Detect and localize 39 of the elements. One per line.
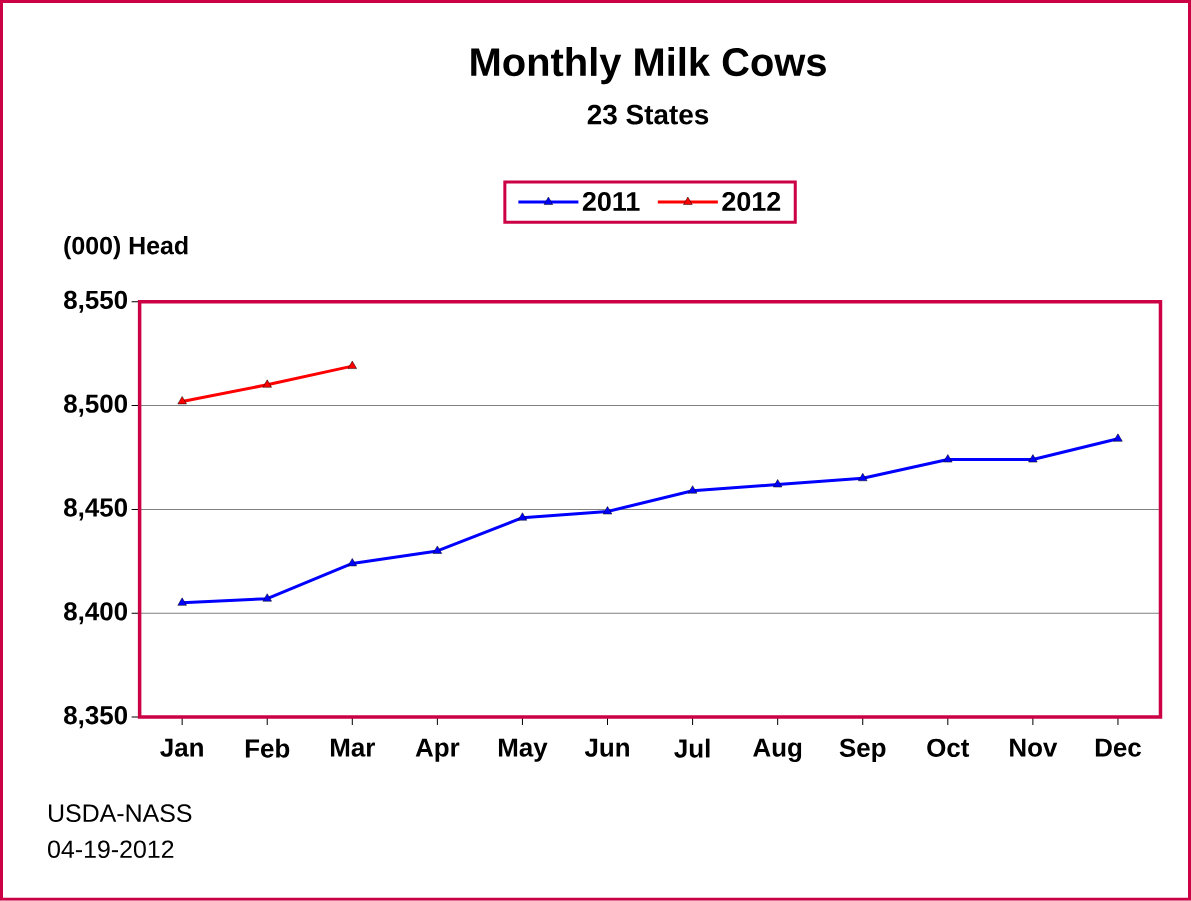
x-tick-label: Jan xyxy=(160,738,203,757)
y-axis-title: (000) Head xyxy=(64,236,188,260)
point xyxy=(177,396,187,405)
text: 04-19-2012 xyxy=(48,840,174,859)
x-tick-label: Dec xyxy=(1095,738,1141,757)
x-tick-label: Nov xyxy=(1010,738,1058,757)
point xyxy=(1028,454,1038,463)
point xyxy=(1113,433,1123,442)
point xyxy=(177,597,187,606)
x-tick-label: Sep xyxy=(839,738,886,763)
y-tick-label: 8,400 xyxy=(64,602,128,625)
point xyxy=(858,473,868,482)
text: USDA-NASS xyxy=(48,804,192,823)
y-tick-label: 8,500 xyxy=(64,394,128,417)
x-tick-label: Apr xyxy=(415,738,460,762)
x-tick-label: Aug xyxy=(753,738,802,763)
chart-title: Monthly Milk Cows xyxy=(471,47,826,85)
point xyxy=(688,485,698,494)
x-tick-label: Mar xyxy=(330,738,375,757)
x-tick-label: Oct xyxy=(927,738,970,758)
y-tick-label: 8,550 xyxy=(64,290,128,313)
y-tick-label: 8,450 xyxy=(64,498,128,521)
point xyxy=(262,593,272,602)
point xyxy=(943,454,953,463)
point xyxy=(432,545,442,554)
legend-label: 2011 xyxy=(582,192,640,212)
point xyxy=(347,360,357,369)
point xyxy=(773,479,783,488)
x-tick-label: Jul xyxy=(674,738,710,758)
point xyxy=(602,506,613,515)
x-tick-label: Jun xyxy=(584,738,629,757)
point xyxy=(517,512,528,521)
x-tick-label: Feb xyxy=(245,738,290,758)
chart-subtitle: 23 States xyxy=(587,104,709,125)
x-tick-label: May xyxy=(498,738,548,762)
point xyxy=(262,379,272,388)
point xyxy=(347,558,357,567)
y-tick-label: 8,350 xyxy=(64,706,128,729)
legend-label: 2012 xyxy=(722,192,781,212)
